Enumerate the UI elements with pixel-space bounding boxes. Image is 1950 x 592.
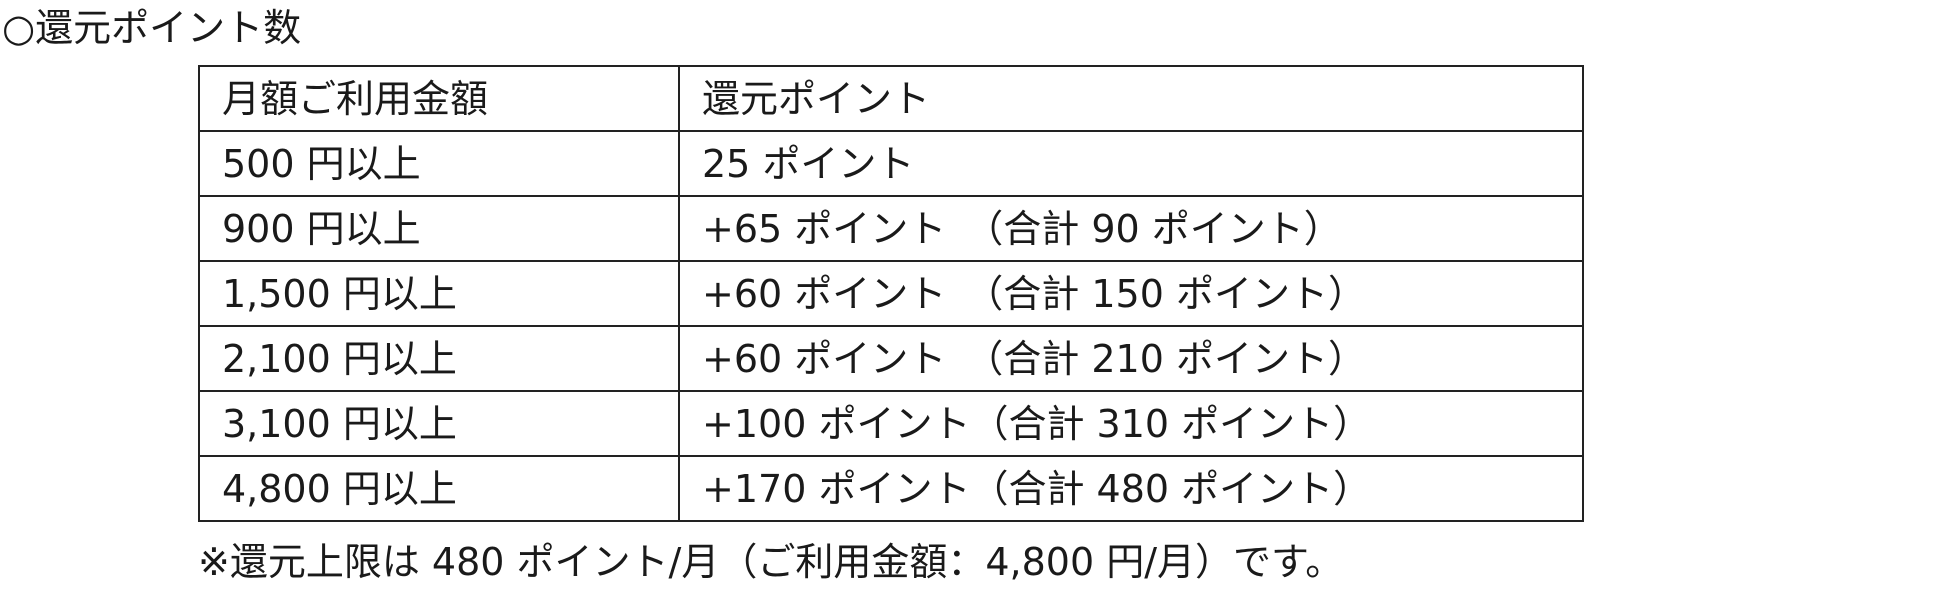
- amount-cell: 900 円以上: [198, 195, 680, 262]
- limit-note: ※還元上限は 480 ポイント/月（ご利用金額：4,800 円/月）です。: [198, 540, 1344, 584]
- points-cell: +60 ポイント （合計 150 ポイント）: [678, 260, 1584, 327]
- table-row: 1,500 円以上 +60 ポイント （合計 150 ポイント）: [198, 260, 1584, 327]
- table-row: 4,800 円以上 +170 ポイント（合計 480 ポイント）: [198, 455, 1584, 522]
- points-cell: +170 ポイント（合計 480 ポイント）: [678, 455, 1584, 522]
- table-header-row: 月額ご利用金額 還元ポイント: [198, 65, 1584, 132]
- amount-cell: 1,500 円以上: [198, 260, 680, 327]
- points-cell: +60 ポイント （合計 210 ポイント）: [678, 325, 1584, 392]
- points-table: 月額ご利用金額 還元ポイント 500 円以上 25 ポイント 900 円以上 +…: [198, 65, 1584, 522]
- amount-cell: 500 円以上: [198, 130, 680, 197]
- points-cell: +65 ポイント （合計 90 ポイント）: [678, 195, 1584, 262]
- table-row: 2,100 円以上 +60 ポイント （合計 210 ポイント）: [198, 325, 1584, 392]
- table-row: 3,100 円以上 +100 ポイント（合計 310 ポイント）: [198, 390, 1584, 457]
- amount-cell: 3,100 円以上: [198, 390, 680, 457]
- header-monthly-amount: 月額ご利用金額: [198, 65, 680, 132]
- points-cell: 25 ポイント: [678, 130, 1584, 197]
- amount-cell: 4,800 円以上: [198, 455, 680, 522]
- table-row: 500 円以上 25 ポイント: [198, 130, 1584, 197]
- points-cell: +100 ポイント（合計 310 ポイント）: [678, 390, 1584, 457]
- header-return-points: 還元ポイント: [678, 65, 1584, 132]
- section-title: ○還元ポイント数: [2, 6, 302, 50]
- table-row: 900 円以上 +65 ポイント （合計 90 ポイント）: [198, 195, 1584, 262]
- amount-cell: 2,100 円以上: [198, 325, 680, 392]
